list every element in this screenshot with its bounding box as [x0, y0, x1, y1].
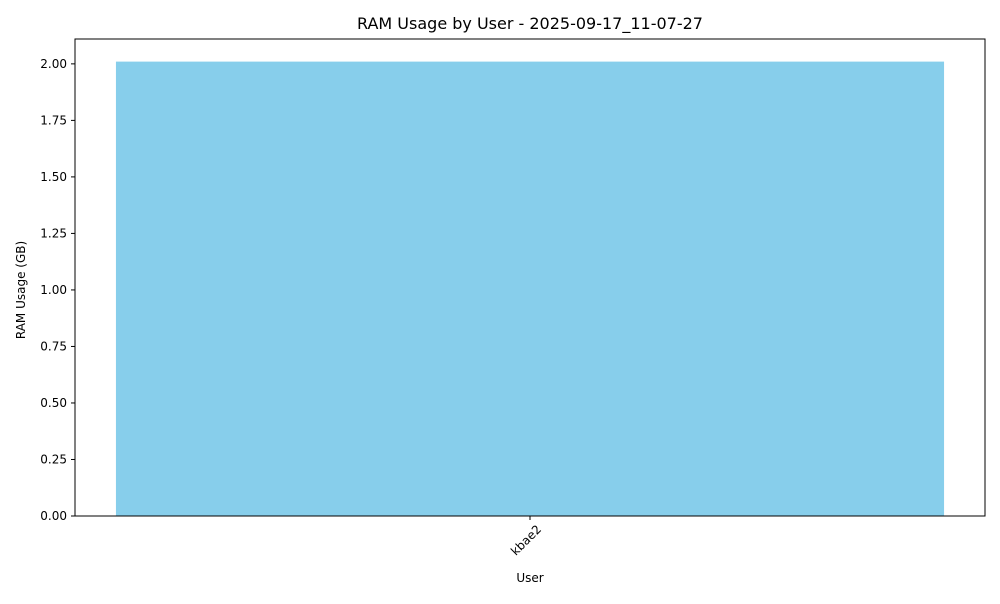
bar-kbae2: [115, 61, 945, 517]
y-ticks-group: 0.00 0.25 0.50 0.75 1.00 1.25 1.50 1.75 2.00: [40, 57, 75, 523]
bars-group: [115, 61, 945, 517]
x-ticks-group: kbae2: [508, 516, 544, 558]
y-tick-label: 0.00: [40, 509, 67, 523]
x-axis-label: User: [516, 571, 543, 585]
y-tick-label: 0.25: [40, 452, 67, 466]
y-axis-label: RAM Usage (GB): [14, 241, 28, 339]
y-tick-label: 2.00: [40, 57, 67, 71]
y-tick-label: 1.25: [40, 226, 67, 240]
y-tick-label: 0.75: [40, 339, 67, 353]
x-tick-label: kbae2: [508, 522, 544, 558]
y-tick-label: 1.00: [40, 283, 67, 297]
y-tick-label: 1.50: [40, 170, 67, 184]
y-tick-label: 0.50: [40, 396, 67, 410]
chart-title: RAM Usage by User - 2025-09-17_11-07-27: [357, 14, 703, 34]
y-tick-label: 1.75: [40, 113, 67, 127]
